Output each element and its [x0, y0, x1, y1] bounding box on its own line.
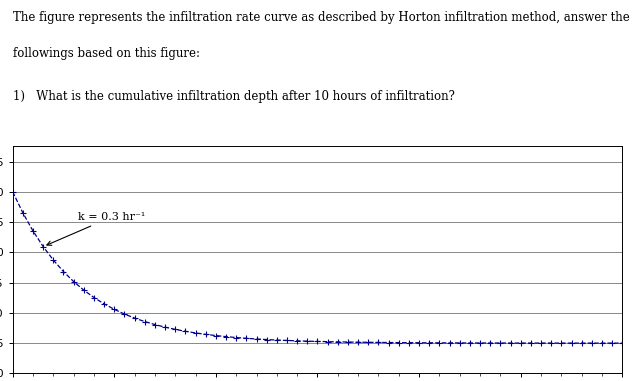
Text: k = 0.3 hr⁻¹: k = 0.3 hr⁻¹	[47, 212, 145, 245]
Text: 1)   What is the cumulative infiltration depth after 10 hours of infiltration?: 1) What is the cumulative infiltration d…	[13, 90, 455, 102]
Text: The figure represents the infiltration rate curve as described by Horton infiltr: The figure represents the infiltration r…	[13, 11, 629, 24]
Text: followings based on this figure:: followings based on this figure:	[13, 47, 199, 60]
